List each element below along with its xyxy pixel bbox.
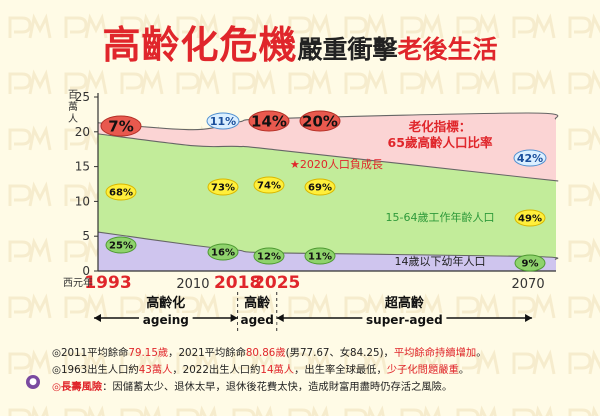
working-share-2070-label: 49% [518, 214, 542, 225]
working-share-2025-label: 69% [308, 183, 332, 194]
working-share-2010-label: 73% [211, 183, 235, 194]
phase-en-bg-2 [362, 313, 447, 327]
page-title: 高齡化危機嚴重衝擊老後生活 [0, 14, 600, 69]
elderly-share-2070-label: 42% [517, 152, 543, 165]
youth-share-2025-label: 11% [308, 252, 332, 263]
phase-zh-0: 高齡化 [146, 295, 185, 311]
phase-en-1: aged [240, 313, 273, 327]
aging-index-annotation-2: 65歲高齡人口比率 [388, 135, 493, 150]
working-share-2010-badge [207, 178, 239, 196]
youth-share-2010-badge [207, 243, 239, 261]
elderly-share-1993-badge [100, 115, 142, 137]
youth-share-2010-label: 16% [211, 248, 235, 259]
elderly-share-2018-label: 14% [251, 112, 287, 130]
phase-arrowhead-1 [230, 314, 238, 322]
phase-en-2: super-aged [366, 313, 443, 327]
phase-en-bg-0 [139, 313, 193, 327]
y-tick-label-20: 20 [75, 125, 90, 139]
aging-index-annotation-1: 老化指標： [408, 119, 472, 134]
footer-notes: ◎2011平均餘命79.15歲，2021平均餘命80.86歲(男77.67、女8… [52, 345, 582, 396]
phase-arrowhead-0 [94, 314, 101, 322]
working-age-annotation: 15-64歲工作年齡人口 [386, 210, 495, 224]
footer-line-1: ◎2011平均餘命79.15歲，2021平均餘命80.86歲(男77.67、女8… [52, 347, 487, 359]
youth-share-1993-badge [105, 236, 137, 254]
youth-share-2018-badge [253, 247, 285, 265]
working-age-boundary-line [97, 133, 559, 182]
working-share-2018-badge [253, 176, 285, 194]
elderly-share-2010-badge [206, 112, 240, 130]
footer-line-2: ◎1963出生人口約43萬人，2022出生人口約14萬人，出生率全球最低，少子化… [52, 364, 470, 376]
phase-arrowhead-4 [276, 314, 284, 322]
x-tick-label-2070: 2070 [512, 277, 545, 292]
phase-zh-2: 超高齡 [385, 295, 424, 311]
y-tick-label-15: 15 [75, 160, 90, 174]
footer-line-3: ◎長壽風險：因儲蓄太少、退休太早，退休後花費太快，造成財富用盡時仍存活之風險。 [52, 381, 453, 393]
phase-en-0: ageing [143, 313, 189, 327]
phase-zh-1: 高齡 [244, 295, 270, 311]
youth-share-2025-badge [304, 247, 336, 265]
elderly-share-2025-label: 20% [302, 112, 338, 130]
y-axis-label-3: 人 [68, 113, 78, 125]
elderly-share-2010-label: 11% [210, 115, 236, 128]
title-part1: 高齡化危機 [102, 23, 298, 67]
x-tick-label-2010: 2010 [176, 277, 209, 292]
youth-area [98, 232, 558, 271]
working-age-area [98, 133, 558, 271]
x-tick-label-2018: 2018 [214, 273, 261, 293]
y-tick-label-0: 0 [82, 264, 90, 278]
x-prefix-label: 西元年 [63, 276, 93, 289]
y-tick-label-25: 25 [75, 90, 90, 104]
youth-share-2070-label: 9% [522, 259, 539, 270]
youth-share-1993-label: 25% [109, 241, 133, 252]
elderly-share-2025-badge [299, 110, 341, 132]
working-share-2025-badge [304, 178, 336, 196]
title-part3: 老後生活 [397, 35, 498, 64]
negative-growth-annotation: ★2020人口負成長 [290, 158, 383, 171]
y-axis-label-2: 萬 [68, 100, 78, 113]
working-share-2018-label: 74% [257, 181, 281, 192]
y-tick-label-10: 10 [75, 194, 90, 208]
y-tick-label-5: 5 [82, 229, 90, 243]
elderly-share-2018-badge [248, 110, 290, 132]
working-share-2070-badge [514, 209, 546, 227]
x-tick-label-2025: 2025 [253, 273, 300, 293]
working-share-1993-badge [105, 183, 137, 201]
youth-share-2018-label: 12% [257, 252, 281, 263]
x-tick-label-1993: 1993 [84, 273, 131, 293]
title-part2: 嚴重衝擊 [297, 35, 398, 64]
phase-arrowhead-5 [525, 314, 533, 322]
elderly-share-2070-badge [513, 149, 547, 167]
working-share-1993-label: 68% [109, 188, 133, 199]
phase-en-bg-1 [237, 313, 277, 327]
y-axis-label-1: 百 [68, 89, 78, 101]
elderly-share-1993-label: 7% [108, 117, 133, 135]
info-icon: ● [26, 375, 40, 389]
youth-share-2070-badge [514, 254, 546, 272]
youth-annotation: 14歲以下幼年人口 [395, 254, 486, 268]
